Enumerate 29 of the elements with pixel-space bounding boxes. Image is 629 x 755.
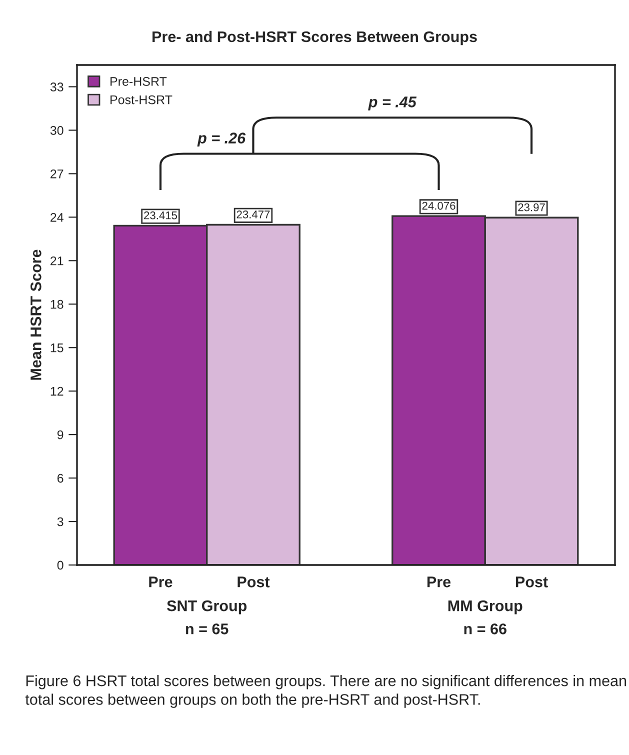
y-tick-label: 30 [50, 126, 64, 135]
annotation: p = .45 [368, 96, 417, 110]
x-tick-label: Post [238, 576, 270, 588]
caption: Figure 6 HSRT total scores between groups. There are no significant differences in mean total scores between groups on both the pre-HSRT and post-HSRT. [25, 675, 626, 708]
x-tick-label: Post [516, 576, 548, 588]
data-label: 24.076 [422, 202, 456, 210]
annotation: p = .26 [197, 132, 246, 147]
y-tick-label: 12 [50, 386, 64, 396]
chart-title: Pre- and Post-HSRT Scores Between Groups [152, 30, 477, 46]
data-label: 23.477 [236, 210, 270, 218]
x-tick-label: Pre [427, 576, 451, 588]
y-tick-label: 21 [50, 256, 64, 266]
y-tick-label: 3 [57, 517, 64, 526]
y-tick-label: 15 [50, 344, 64, 352]
data-label: 23.97 [518, 203, 545, 212]
y-tick-label: 0 [57, 560, 64, 570]
y-tick-label: 18 [50, 300, 64, 309]
x-tick-label: Pre [149, 576, 172, 588]
data-label: 23.415 [144, 211, 178, 220]
y-tick-label: 33 [50, 82, 64, 92]
y-tick-label: 24 [50, 212, 64, 222]
y-tick-label: 6 [57, 474, 64, 483]
y-tick-label: 9 [57, 430, 64, 440]
legend-label: Post-HSRT [110, 95, 172, 104]
legend-label: Pre-HSRT [110, 77, 167, 86]
text: SNT Group n = 65 [166, 600, 247, 634]
text: MM Group n = 66 [448, 600, 522, 634]
y-tick-label: 27 [50, 169, 64, 178]
y-axis-title: Mean HSRT Score [30, 250, 42, 380]
